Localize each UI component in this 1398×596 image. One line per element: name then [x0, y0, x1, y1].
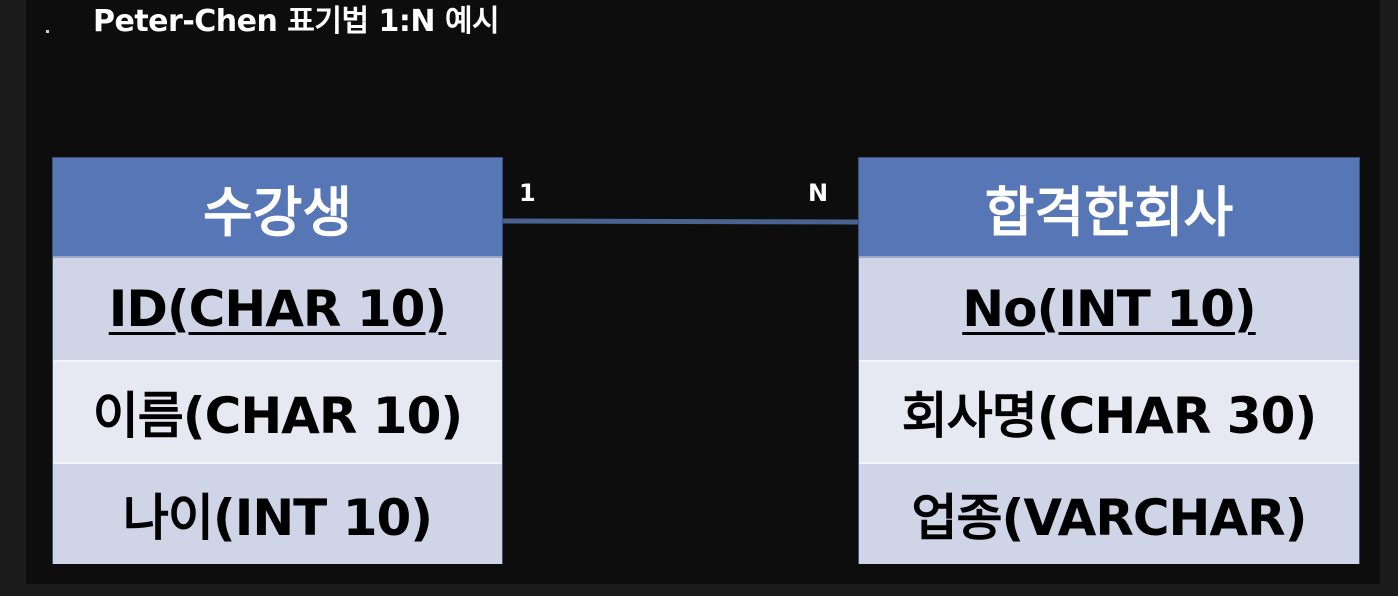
entity-company: 합격한회사 No(INT 10) 회사명(CHAR 30) 업종(VARCHAR… [858, 157, 1360, 564]
cardinality-right: N [808, 179, 829, 207]
entity-company-header: 합격한회사 [859, 158, 1359, 258]
slide-title: Peter-Chen 표기법 1:N 예시 [93, 4, 500, 39]
company-attr-no: No(INT 10) [859, 258, 1359, 360]
slide-dot [46, 30, 49, 33]
company-attr-company-name: 회사명(CHAR 30) [859, 360, 1359, 462]
entity-student: 수강생 ID(CHAR 10) 이름(CHAR 10) 나이(INT 10) [52, 157, 503, 564]
student-attr-id: ID(CHAR 10) [53, 258, 502, 360]
company-attr-industry: 업종(VARCHAR) [859, 462, 1359, 564]
entity-student-header: 수강생 [53, 158, 502, 258]
student-attr-name: 이름(CHAR 10) [53, 360, 502, 462]
relationship-line [502, 218, 859, 225]
cardinality-left: 1 [519, 179, 536, 207]
student-attr-age: 나이(INT 10) [53, 462, 502, 564]
